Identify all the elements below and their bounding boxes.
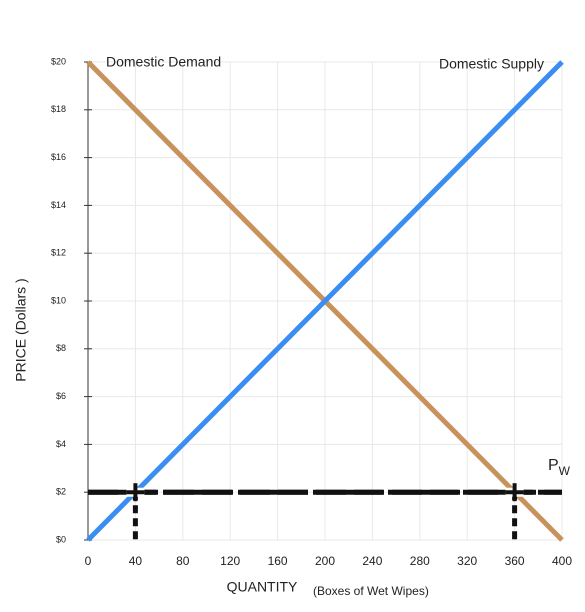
x-tick-label: 400 [552, 554, 572, 568]
x-tick-label: 120 [220, 554, 240, 568]
series-label: Domestic Demand [106, 54, 221, 70]
y-tick-label: $18 [51, 104, 66, 114]
y-tick-label: $20 [51, 56, 66, 66]
x-tick-label: 80 [176, 554, 190, 568]
x-tick-label: 0 [85, 554, 92, 568]
series-line [86, 60, 564, 542]
x-tick-label: 200 [315, 554, 335, 568]
x-tick-label: 280 [410, 554, 430, 568]
x-tick-label: 40 [129, 554, 143, 568]
y-tick-label: $12 [51, 248, 66, 258]
y-tick-label: $10 [51, 295, 66, 305]
x-tick-label: 360 [505, 554, 525, 568]
y-tick-label: $6 [56, 391, 66, 401]
x-axis-label: QUANTITY [227, 579, 298, 595]
x-tick-label: 160 [268, 554, 288, 568]
y-tick-label: $0 [56, 534, 66, 544]
y-tick-label: $4 [56, 439, 66, 449]
y-tick-label: $2 [56, 487, 66, 497]
world-price-subscript: W [559, 464, 571, 478]
x-axis-note: (Boxes of Wet Wipes) [313, 584, 429, 598]
y-axis-label: PRICE (Dollars ) [13, 278, 29, 381]
y-tick-label: $14 [51, 200, 66, 210]
x-tick-label: 320 [457, 554, 477, 568]
world-price-letter: P [548, 457, 559, 474]
world-price-label: PW [548, 457, 571, 478]
y-tick-label: $8 [56, 343, 66, 353]
y-tick-label: $16 [51, 152, 66, 162]
series-label: Domestic Supply [439, 56, 544, 72]
x-tick-label: 240 [362, 554, 382, 568]
